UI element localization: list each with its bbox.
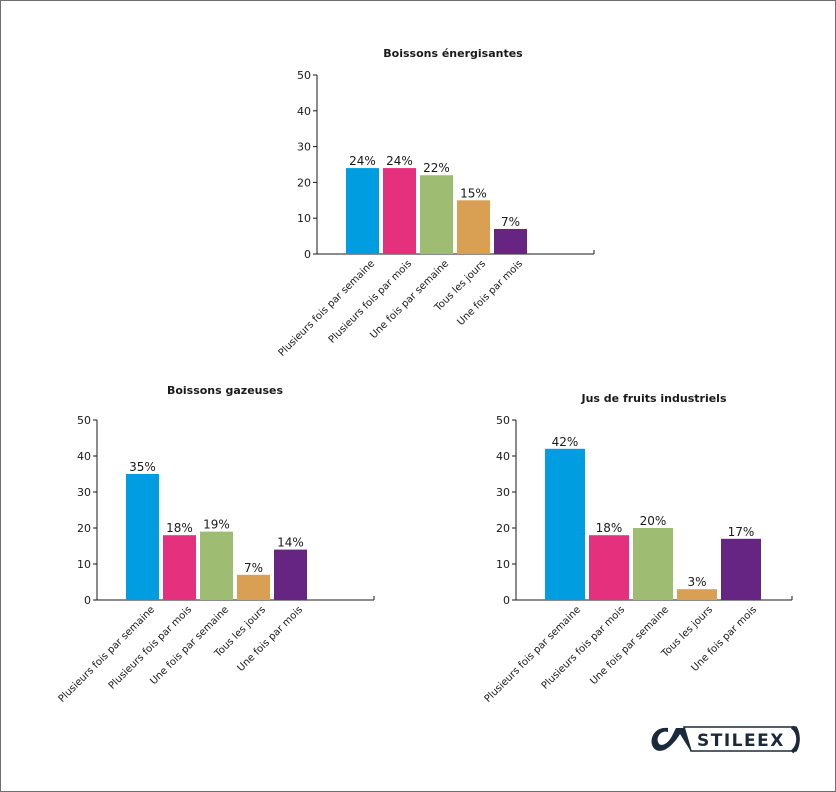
category-label: Une fois par mois	[236, 604, 306, 674]
category-label: Une fois par mois	[456, 258, 526, 328]
stileex-logo: STILEEX	[651, 725, 800, 754]
data-label: 35%	[129, 460, 156, 474]
bar	[633, 528, 673, 600]
bar	[163, 535, 196, 600]
y-tick-label: 0	[503, 594, 510, 607]
data-label: 14%	[277, 536, 304, 550]
data-label: 18%	[166, 521, 193, 535]
bar	[126, 474, 159, 600]
bar	[545, 448, 585, 600]
chart-soft-drinks: Boissons gazeuses0102030405035%Plusieurs…	[57, 384, 375, 705]
y-tick-label: 40	[77, 450, 91, 463]
data-label: 24%	[386, 154, 413, 168]
bar	[589, 535, 629, 600]
y-tick-label: 40	[496, 450, 510, 463]
data-label: 7%	[501, 215, 520, 229]
y-tick-label: 30	[297, 141, 311, 154]
data-label: 7%	[244, 561, 263, 575]
y-tick-label: 0	[304, 248, 311, 261]
bar	[677, 589, 717, 600]
logo-bracket	[790, 725, 800, 754]
category-label: Plusieurs fois par mois	[540, 604, 627, 691]
data-label: 20%	[640, 514, 667, 528]
data-label: 24%	[349, 154, 376, 168]
chart-title: Boissons énergisantes	[383, 47, 523, 60]
bar	[721, 538, 761, 600]
bar	[457, 200, 490, 254]
y-tick-label: 30	[496, 486, 510, 499]
y-tick-label: 20	[297, 176, 311, 189]
data-label: 3%	[687, 575, 706, 589]
bar	[383, 168, 416, 254]
y-tick-label: 20	[77, 522, 91, 535]
y-tick-label: 50	[496, 414, 510, 427]
data-label: 19%	[203, 518, 230, 532]
y-tick-label: 50	[297, 69, 311, 82]
chart-title: Boissons gazeuses	[167, 384, 284, 397]
chart-fruit-juices: Jus de fruits industriels 0 10 20 30 40 50 42% P…	[483, 392, 793, 705]
bar	[494, 228, 527, 254]
y-tick-label: 10	[77, 558, 91, 571]
bar	[420, 175, 453, 254]
y-tick-label: 0	[84, 594, 91, 607]
chart-title: Jus de fruits industriels	[581, 392, 727, 405]
chart-energy-drinks: Boissons énergisantes0102030405024%Plusi…	[277, 47, 595, 359]
y-tick-label: 30	[77, 486, 91, 499]
y-tick-label: 10	[496, 558, 510, 571]
data-label: 22%	[423, 161, 450, 175]
data-label: 18%	[596, 521, 623, 535]
data-label: 17%	[728, 525, 755, 539]
category-label: Une fois par semaine	[588, 604, 671, 687]
bar	[274, 549, 307, 600]
y-tick-label: 50	[77, 414, 91, 427]
bar	[346, 168, 379, 254]
data-label: 42%	[552, 435, 579, 449]
y-tick-label: 10	[297, 212, 311, 225]
bar	[237, 574, 270, 600]
data-label: 15%	[460, 186, 487, 200]
bar	[200, 531, 233, 600]
y-tick-label: 40	[297, 105, 311, 118]
y-tick-label: 20	[496, 522, 510, 535]
logo-text: STILEEX	[697, 731, 785, 751]
